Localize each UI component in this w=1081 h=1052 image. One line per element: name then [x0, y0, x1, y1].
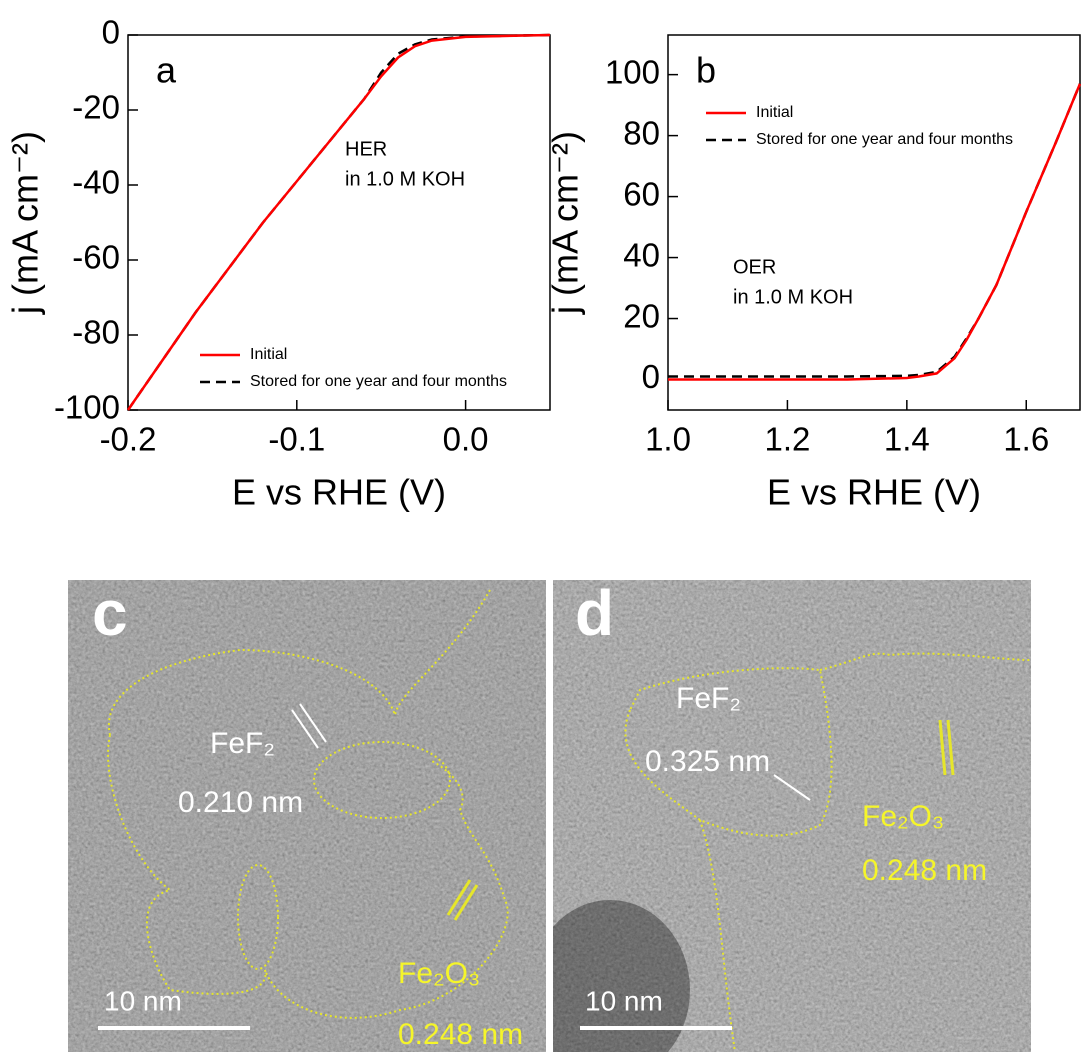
fringe — [291, 709, 319, 749]
legend-label: Stored for one year and four months — [756, 131, 1013, 148]
spacing-label: 0.248 nm — [862, 854, 987, 887]
spacing-label: 0.325 nm — [645, 745, 770, 778]
fringe — [446, 879, 472, 916]
fringe — [773, 774, 811, 801]
y-tick-label: 60 — [623, 175, 660, 212]
grain-outlines — [107, 589, 509, 1019]
fringe — [938, 719, 947, 776]
charts: -0.2 -0.1 0.0 -100 -80 -60 -40 -20 0 E vs RHE (V)… — [5, 14, 1081, 513]
phase-label: FeF₂ — [676, 682, 741, 715]
data-line — [668, 83, 1081, 381]
tem-image-c: c FeF₂ 0.210 nm Fe₂O₃ 0.248 nm 10 nm — [68, 577, 546, 1052]
grain-outlines — [624, 652, 1031, 1052]
y-tick-label: 80 — [623, 114, 660, 151]
annotation: HER — [345, 138, 387, 160]
shade — [553, 580, 1031, 1052]
y-tick-label: -20 — [72, 89, 120, 126]
x-axis-label: E vs RHE (V) — [767, 472, 981, 513]
y-tick-label: 0 — [102, 14, 120, 51]
micrograph — [68, 580, 546, 1052]
y-tick-label: -80 — [72, 314, 120, 351]
y-tick-label: -60 — [72, 239, 120, 276]
plot-frame — [667, 34, 1081, 411]
y-tick-label: 20 — [623, 297, 660, 334]
shade — [68, 580, 546, 1052]
y-axis-label: j (mA cm⁻²) — [545, 131, 586, 315]
plot-frame — [127, 34, 551, 411]
x-tick-label: 1.6 — [1003, 421, 1049, 458]
legend-label: Initial — [756, 104, 793, 121]
x-axis-label: E vs RHE (V) — [232, 472, 446, 513]
scale-bar-label: 10 nm — [585, 985, 663, 1016]
phase-label: Fe₂O₃ — [862, 800, 944, 833]
fringe — [946, 719, 955, 776]
legend-label: Stored for one year and four months — [250, 373, 507, 390]
panel-label: b — [696, 50, 716, 91]
panel-label: a — [156, 50, 177, 91]
scale-bar-label: 10 nm — [104, 985, 182, 1016]
fringe — [299, 703, 327, 743]
micrograph — [553, 580, 1031, 1052]
annotation: in 1.0 M KOH — [733, 286, 853, 308]
dark-region — [553, 900, 690, 1052]
fringe — [453, 884, 479, 921]
y-tick-label: 40 — [623, 236, 660, 273]
phase-label: Fe₂O₃ — [398, 957, 480, 990]
annotation: in 1.0 M KOH — [345, 168, 465, 190]
tem-image-d: d FeF₂ 0.325 nm Fe₂O₃ 0.248 nm 10 nm — [553, 577, 1031, 1052]
spacing-label: 0.210 nm — [178, 786, 303, 819]
y-tick-label: -100 — [54, 389, 120, 426]
panel-label: c — [92, 577, 128, 649]
phase-label: FeF₂ — [210, 727, 275, 760]
x-tick-label: -0.1 — [268, 421, 325, 458]
y-tick-label: -40 — [72, 164, 120, 201]
x-tick-label: 1.0 — [645, 421, 691, 458]
annotation: OER — [733, 256, 776, 278]
x-tick-label: 1.4 — [884, 421, 930, 458]
spacing-label: 0.248 nm — [398, 1018, 523, 1051]
x-tick-label: 1.2 — [764, 421, 810, 458]
panel-label: d — [575, 577, 614, 649]
data-line — [126, 33, 551, 411]
x-tick-label: -0.2 — [100, 421, 157, 458]
y-axis-label: j (mA cm⁻²) — [5, 131, 46, 315]
data-line — [126, 33, 551, 411]
y-tick-label: 0 — [642, 358, 660, 395]
y-tick-label: 100 — [605, 53, 660, 90]
legend-label: Initial — [250, 346, 287, 363]
x-tick-label: 0.0 — [443, 421, 489, 458]
